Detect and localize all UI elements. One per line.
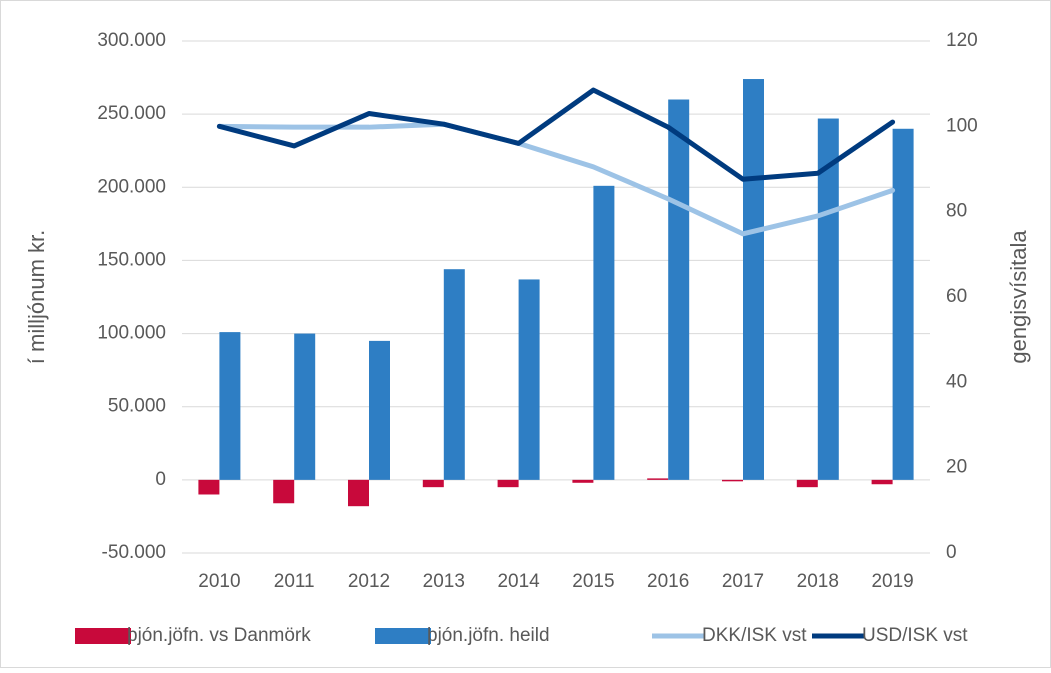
y2-tick-label: 60 bbox=[946, 286, 967, 307]
bar bbox=[273, 479, 295, 504]
y-tick-label: 100.000 bbox=[97, 323, 166, 344]
legend-label: þjón.jöfn. heild bbox=[427, 625, 550, 646]
bar bbox=[219, 332, 241, 480]
y-tick-label: 300.000 bbox=[97, 30, 166, 51]
bar bbox=[198, 479, 220, 495]
legend-label: þjón.jöfn. vs Danmörk bbox=[127, 625, 311, 646]
bar bbox=[572, 479, 594, 483]
legend-label: DKK/ISK vst bbox=[702, 625, 807, 646]
line-series bbox=[216, 87, 896, 182]
y-tick-label: -50.000 bbox=[102, 542, 166, 563]
y-tick-label: 250.000 bbox=[97, 103, 166, 124]
legend-swatch bbox=[375, 628, 431, 644]
x-tick-label: 2019 bbox=[871, 571, 913, 592]
y-axis-title: í milljónum kr. bbox=[24, 230, 49, 364]
x-tick-label: 2011 bbox=[274, 571, 315, 592]
bar bbox=[422, 479, 444, 488]
x-tick-label: 2010 bbox=[198, 571, 240, 592]
x-tick-label: 2013 bbox=[423, 571, 465, 592]
y-tick-label: 150.000 bbox=[97, 249, 166, 270]
y-tick-label: 200.000 bbox=[97, 176, 166, 197]
y2-axis-title: gengisvísitala bbox=[1006, 230, 1031, 364]
x-tick-label: 2015 bbox=[572, 571, 614, 592]
bar bbox=[593, 185, 615, 480]
bar bbox=[647, 478, 669, 480]
y2-tick-label: 20 bbox=[946, 457, 967, 478]
x-tick-label: 2017 bbox=[722, 571, 764, 592]
y2-tick-label: 100 bbox=[946, 115, 978, 136]
bar bbox=[497, 479, 519, 488]
legend-swatch bbox=[75, 628, 131, 644]
bar bbox=[871, 479, 893, 485]
bar bbox=[796, 479, 818, 488]
bar bbox=[518, 279, 540, 480]
y2-tick-label: 120 bbox=[946, 30, 978, 51]
y2-tick-label: 80 bbox=[946, 201, 967, 222]
bar bbox=[668, 99, 690, 480]
bar bbox=[348, 479, 369, 507]
x-tick-label: 2016 bbox=[647, 571, 689, 592]
bar bbox=[892, 128, 914, 480]
y2-tick-label: 40 bbox=[946, 371, 967, 392]
y-tick-label: 0 bbox=[155, 469, 166, 490]
y-tick-label: 50.000 bbox=[108, 396, 166, 417]
bar bbox=[722, 479, 743, 482]
bar bbox=[294, 333, 316, 480]
bar bbox=[369, 340, 390, 480]
y2-tick-label: 0 bbox=[946, 542, 957, 563]
bar bbox=[743, 79, 764, 480]
x-tick-label: 2018 bbox=[797, 571, 839, 592]
x-tick-label: 2014 bbox=[497, 571, 540, 592]
legend-label: USD/ISK vst bbox=[862, 625, 968, 646]
x-tick-label: 2012 bbox=[348, 571, 390, 592]
bar bbox=[443, 269, 465, 480]
